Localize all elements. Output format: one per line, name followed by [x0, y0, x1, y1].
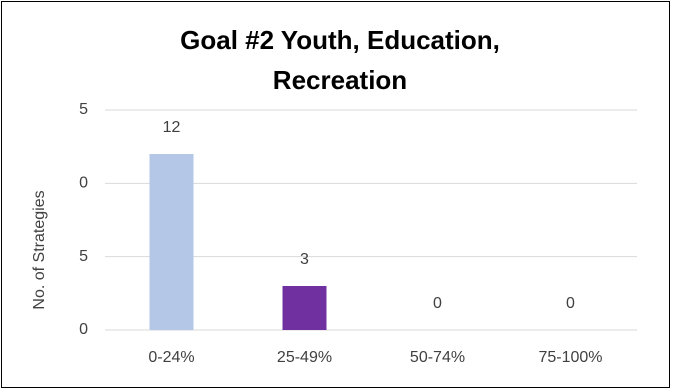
bar: [282, 286, 327, 330]
chart-frame: [1, 1, 670, 388]
chart-title: Goal #2 Youth, Education,: [180, 25, 500, 55]
y-tick-label: 5: [79, 248, 88, 265]
x-tick-label: 75-100%: [538, 349, 602, 366]
y-tick-label: 0: [79, 175, 88, 192]
y-tick-label: 5: [79, 101, 88, 118]
chart-title: Recreation: [273, 65, 407, 95]
value-label: 0: [433, 295, 442, 312]
x-tick-label: 50-74%: [410, 349, 465, 366]
y-tick-label: 0: [79, 321, 88, 338]
value-label: 12: [163, 119, 181, 136]
x-tick-label: 0-24%: [148, 349, 194, 366]
value-label: 0: [566, 295, 575, 312]
value-label: 3: [300, 251, 309, 268]
x-tick-label: 25-49%: [277, 349, 332, 366]
bar: [149, 154, 194, 330]
y-axis-title: No. of Strategies: [31, 190, 48, 309]
